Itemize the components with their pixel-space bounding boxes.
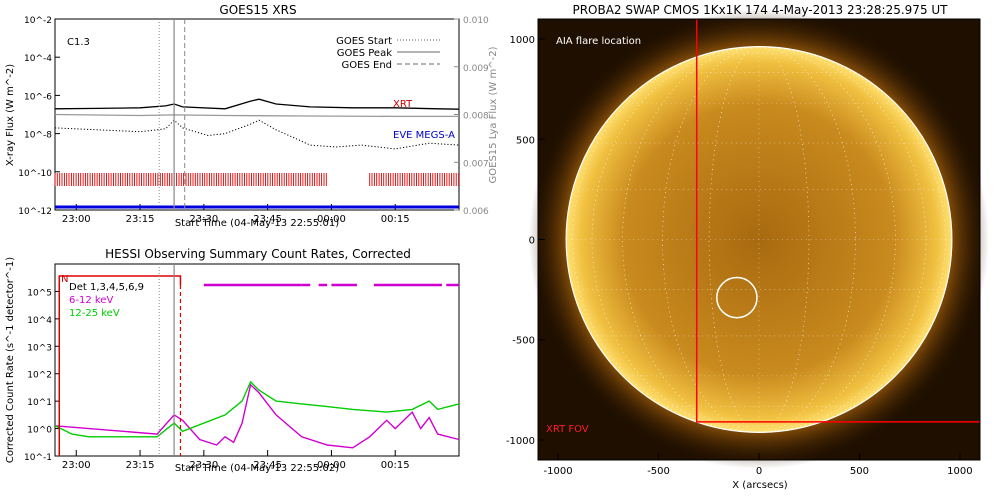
- hessi-flag-outline: [58, 275, 182, 456]
- hessi-y-tick-label: 10^3: [27, 343, 52, 353]
- swap-x-ticks: -1000 -500 0 500 1000: [544, 453, 973, 477]
- hessi-legend-det: Det 1,3,4,5,6,9: [69, 282, 144, 293]
- swap-xrt-label: XRT FOV: [546, 424, 589, 435]
- goes-label-eve: EVE MEGS-A: [393, 130, 455, 141]
- hessi-x-tick-label: 23:00: [62, 460, 91, 471]
- goes-x-tick-label: 23:00: [62, 214, 91, 225]
- goes-series: [54, 19, 460, 210]
- hessi-series: [54, 264, 460, 456]
- goes-legend-label: GOES Peak: [337, 48, 392, 59]
- swap-sun-disk: [566, 46, 952, 433]
- swap-y-tick-label: -500: [512, 336, 535, 347]
- hessi-flag-label: N: [61, 274, 68, 285]
- goes-legend-label: GOES End: [342, 60, 392, 71]
- hessi-y-tick-label: 10^4: [27, 316, 52, 326]
- goes-x-tick-label: 23:30: [189, 214, 218, 225]
- goes-y-tick-label-left: 10^-12: [18, 207, 52, 217]
- goes-y-tick-label-right: 0.008: [463, 112, 489, 122]
- swap-y-tick-label: 500: [516, 135, 535, 146]
- hessi-y-tick-label: 10^-1: [24, 453, 52, 463]
- goes-label-xrt: XRT: [393, 99, 413, 110]
- hessi-y-tick-label: 10^1: [27, 398, 52, 408]
- swap-x-tick-label: -500: [647, 466, 670, 477]
- goes-x-ticks: 23:00 23:15 23:30 23:45 00:00 00:15: [62, 204, 410, 225]
- hessi-x-ticks: 23:00 23:15 23:30 23:45 00:00 00:15: [62, 450, 410, 471]
- goes-xlabel: Start Time (04-May-13 22:55:01): [175, 218, 339, 229]
- swap-grid-meridian: [622, 46, 896, 433]
- swap-x-tick-label: -1000: [544, 466, 573, 477]
- hessi-x-tick-label: 23:30: [189, 460, 218, 471]
- goes-panel: GOES15 XRS C1.3 10^-210^-410^-610^-810^-…: [5, 3, 499, 229]
- goes-x-tick-label: 23:15: [126, 214, 155, 225]
- goes-y-tick-label-right: 0.007: [463, 159, 489, 169]
- goes-y-tick-label-left: 10^-8: [24, 131, 52, 141]
- swap-x-tick-label: 0: [756, 466, 762, 477]
- goes-xrt-coverage: [54, 173, 327, 186]
- swap-y-tick-label: -1000: [506, 436, 535, 447]
- swap-panel: PROBA2 SWAP CMOS 1Kx1K 174 4-May-2013 23…: [506, 3, 989, 491]
- swap-x-tick-label: 500: [850, 466, 869, 477]
- hessi-panel: HESSI Observing Summary Count Rates, Cor…: [5, 247, 460, 474]
- swap-grid-meridian: [708, 46, 810, 433]
- swap-y-tick-label: 1000: [510, 35, 535, 46]
- goes-y-tick-label-left: 10^-2: [24, 16, 52, 26]
- hessi-y-tick-label: 10^2: [27, 371, 52, 381]
- goes-y-tick-label-right: 0.009: [463, 64, 489, 74]
- goes-ylabel-left: X-ray Flux (W m^-2): [5, 64, 16, 166]
- goes-y-ticks-left: 10^-2 10^-4 10^-6 10^-8 10^-10 10^-12: [18, 16, 60, 217]
- swap-x-tick-label: 1000: [947, 466, 972, 477]
- swap-aia-label: AIA flare location: [556, 36, 641, 47]
- swap-xrt-fov: [695, 19, 980, 423]
- goes-x-tick-label: 00:15: [381, 214, 410, 225]
- hessi-legend-high: 12-25 keV: [69, 308, 120, 319]
- goes-legend-label: GOES Start: [336, 36, 392, 47]
- hessi-x-tick-label: 00:15: [381, 460, 410, 471]
- swap-xlabel: X (arcsecs): [732, 480, 788, 491]
- swap-grid-meridian: [591, 46, 927, 433]
- hessi-xlabel: Start Time (04-May-13 22:55:02): [175, 463, 339, 474]
- goes-ylabel-right: GOES15 Lya Flux (W m^-2): [488, 46, 499, 183]
- swap-y-tick-label: 0: [529, 236, 535, 247]
- goes-y-tick-label-left: 10^-10: [18, 169, 52, 179]
- goes-y-ticks-right: 0.010 0.009 0.008 0.007 0.006: [454, 16, 489, 217]
- hessi-y-ticks: 10^5 10^4 10^3 10^2 10^1 10^0 10^-1: [24, 288, 60, 463]
- goes-x-tick-label: 00:00: [317, 214, 346, 225]
- goes-y-tick-label-left: 10^-6: [24, 92, 52, 102]
- hessi-series-line: [54, 383, 460, 449]
- hessi-x-tick-label: 23:45: [253, 460, 282, 471]
- hessi-series-line: [54, 380, 460, 438]
- hessi-legend-low: 6-12 keV: [69, 295, 113, 306]
- swap-limb-circle: [565, 46, 953, 433]
- hessi-y-tick-label: 10^0: [27, 426, 52, 436]
- goes-title: GOES15 XRS: [219, 3, 296, 17]
- hessi-x-tick-label: 23:15: [126, 460, 155, 471]
- goes-xrt-coverage: [369, 173, 460, 186]
- hessi-plot-frame: [54, 263, 460, 457]
- swap-y-ticks: 1000 500 0 -500 -1000: [506, 35, 545, 447]
- goes-long-channel-line: [54, 98, 460, 110]
- goes-y-tick-label-right: 0.006: [463, 207, 489, 217]
- goes-short-channel-dots: [54, 119, 460, 150]
- goes-x-tick-label: 23:45: [253, 214, 282, 225]
- goes-annotation: C1.3: [67, 37, 90, 48]
- goes-y-tick-label-left: 10^-4: [24, 54, 52, 64]
- hessi-x-tick-label: 00:00: [317, 460, 346, 471]
- goes-y-tick-label-right: 0.010: [463, 16, 489, 26]
- goes-lya-line: [54, 113, 459, 118]
- hessi-y-tick-label: 10^5: [27, 288, 52, 298]
- hessi-title: HESSI Observing Summary Count Rates, Cor…: [105, 247, 411, 261]
- swap-aia-flare-circle: [716, 276, 758, 319]
- hessi-ylabel: Corrected Count Rate (s^-1 detector^-1): [5, 257, 16, 463]
